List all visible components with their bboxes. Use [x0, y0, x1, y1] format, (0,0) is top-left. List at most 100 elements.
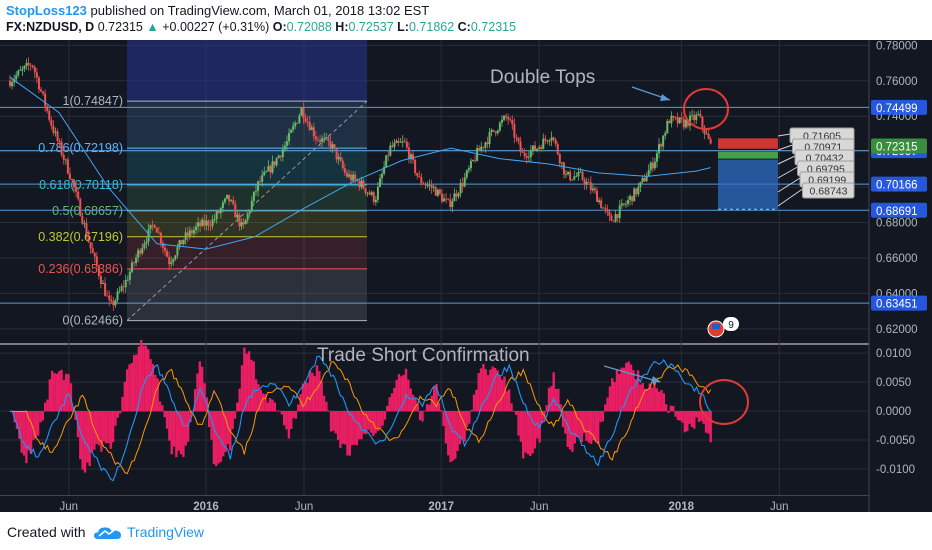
candle	[99, 271, 102, 289]
histogram-bar	[360, 411, 363, 440]
fib-extension-zone	[127, 40, 367, 102]
candle	[139, 248, 142, 257]
position-tool[interactable]: 0.716050.709710.704320.697950.691990.687…	[718, 127, 855, 210]
candle	[333, 143, 336, 150]
candle-body	[52, 125, 55, 133]
candle-body	[600, 200, 603, 208]
candle	[246, 212, 249, 224]
candle-body	[259, 181, 262, 183]
time-tick-label: Jun	[295, 501, 314, 512]
candle	[602, 207, 605, 209]
fibonacci-retracement[interactable]: 1(0.74847) 0.786(0.72198) 0.618(0.70118) 0.…	[38, 40, 368, 328]
candle-body	[403, 141, 406, 143]
histogram-bar	[322, 395, 326, 412]
candle-body	[137, 250, 140, 258]
economic-events-badge[interactable]: 9	[707, 317, 739, 338]
open-label: O:	[272, 20, 287, 34]
candle-body	[374, 199, 377, 203]
candle	[445, 192, 448, 204]
candle-body	[133, 262, 136, 264]
candle	[649, 161, 652, 174]
candle-body	[182, 239, 185, 245]
histogram-bar	[140, 339, 143, 412]
histogram-bar	[55, 373, 59, 412]
candle-body	[678, 117, 681, 124]
candle	[186, 227, 189, 242]
candle-body	[680, 117, 683, 119]
candle	[17, 69, 20, 78]
candle-body	[308, 121, 311, 131]
candle	[548, 138, 551, 146]
position-label-leader	[777, 133, 791, 137]
author-link[interactable]: StopLoss123	[6, 3, 87, 18]
histogram-bar	[142, 345, 145, 412]
candle-body	[581, 171, 584, 180]
histogram-bar	[329, 411, 333, 432]
horizontal-levels[interactable]	[0, 106, 869, 304]
histogram-bar	[311, 372, 314, 412]
candle	[581, 169, 584, 182]
candle-body	[467, 168, 470, 171]
candle	[682, 115, 685, 131]
fib-level-label: 0(0.62466)	[63, 314, 123, 328]
candle	[639, 181, 642, 192]
candle-body	[629, 196, 632, 201]
histogram-bar	[393, 387, 396, 412]
candle-body	[354, 174, 357, 180]
candle	[461, 177, 464, 193]
histogram-bar	[222, 411, 225, 457]
histogram-bar	[416, 404, 419, 412]
candle-body	[15, 75, 18, 80]
histogram-bar	[125, 369, 129, 412]
candle-body	[263, 171, 266, 176]
candle-body	[310, 127, 313, 131]
candle	[465, 169, 468, 180]
histogram-bar	[304, 380, 307, 412]
candle	[89, 242, 92, 255]
candle	[449, 193, 452, 210]
candle	[48, 108, 51, 123]
candle-body	[343, 168, 346, 173]
candle	[691, 109, 694, 121]
candle-body	[319, 140, 322, 142]
histogram-bar	[655, 388, 658, 412]
candle	[523, 148, 526, 160]
candle-body	[246, 213, 249, 220]
candle	[606, 204, 609, 217]
histogram-bar	[334, 411, 337, 434]
tradingview-brand[interactable]: TradingView	[127, 524, 205, 540]
candle-body	[575, 176, 578, 178]
histogram-bar	[245, 353, 248, 412]
histogram-bar	[479, 368, 483, 412]
histogram-bar	[27, 411, 30, 451]
histogram-bar	[219, 411, 223, 462]
candle-body	[195, 226, 198, 231]
candle-body	[312, 127, 315, 137]
candle-body	[509, 119, 512, 121]
candle-body	[459, 183, 462, 194]
candle	[705, 129, 708, 135]
annotations[interactable]: Double Tops Trade Short Confirmation 9	[317, 67, 749, 425]
candle	[112, 296, 115, 311]
histogram-bar	[564, 411, 567, 434]
candle-body	[434, 187, 437, 196]
histogram-bar	[524, 411, 527, 453]
histogram-bar	[207, 411, 211, 428]
histogram-bar	[465, 411, 469, 427]
close-label: C:	[457, 20, 471, 34]
candle	[213, 213, 216, 224]
chart-canvas[interactable]: 1(0.74847) 0.786(0.72198) 0.618(0.70118) 0.…	[0, 40, 932, 512]
candle	[81, 212, 84, 226]
candle	[517, 136, 520, 145]
take-profit-zone	[718, 159, 778, 210]
candle-body	[95, 256, 98, 267]
histogram-bar	[388, 397, 391, 412]
candle-body	[697, 114, 700, 115]
candle-body	[145, 241, 148, 244]
candle-body	[232, 200, 235, 205]
candle	[166, 248, 169, 258]
histogram-bar	[278, 410, 281, 412]
candle	[31, 64, 34, 69]
histogram-bar	[447, 411, 450, 456]
histogram-bar	[268, 398, 272, 412]
